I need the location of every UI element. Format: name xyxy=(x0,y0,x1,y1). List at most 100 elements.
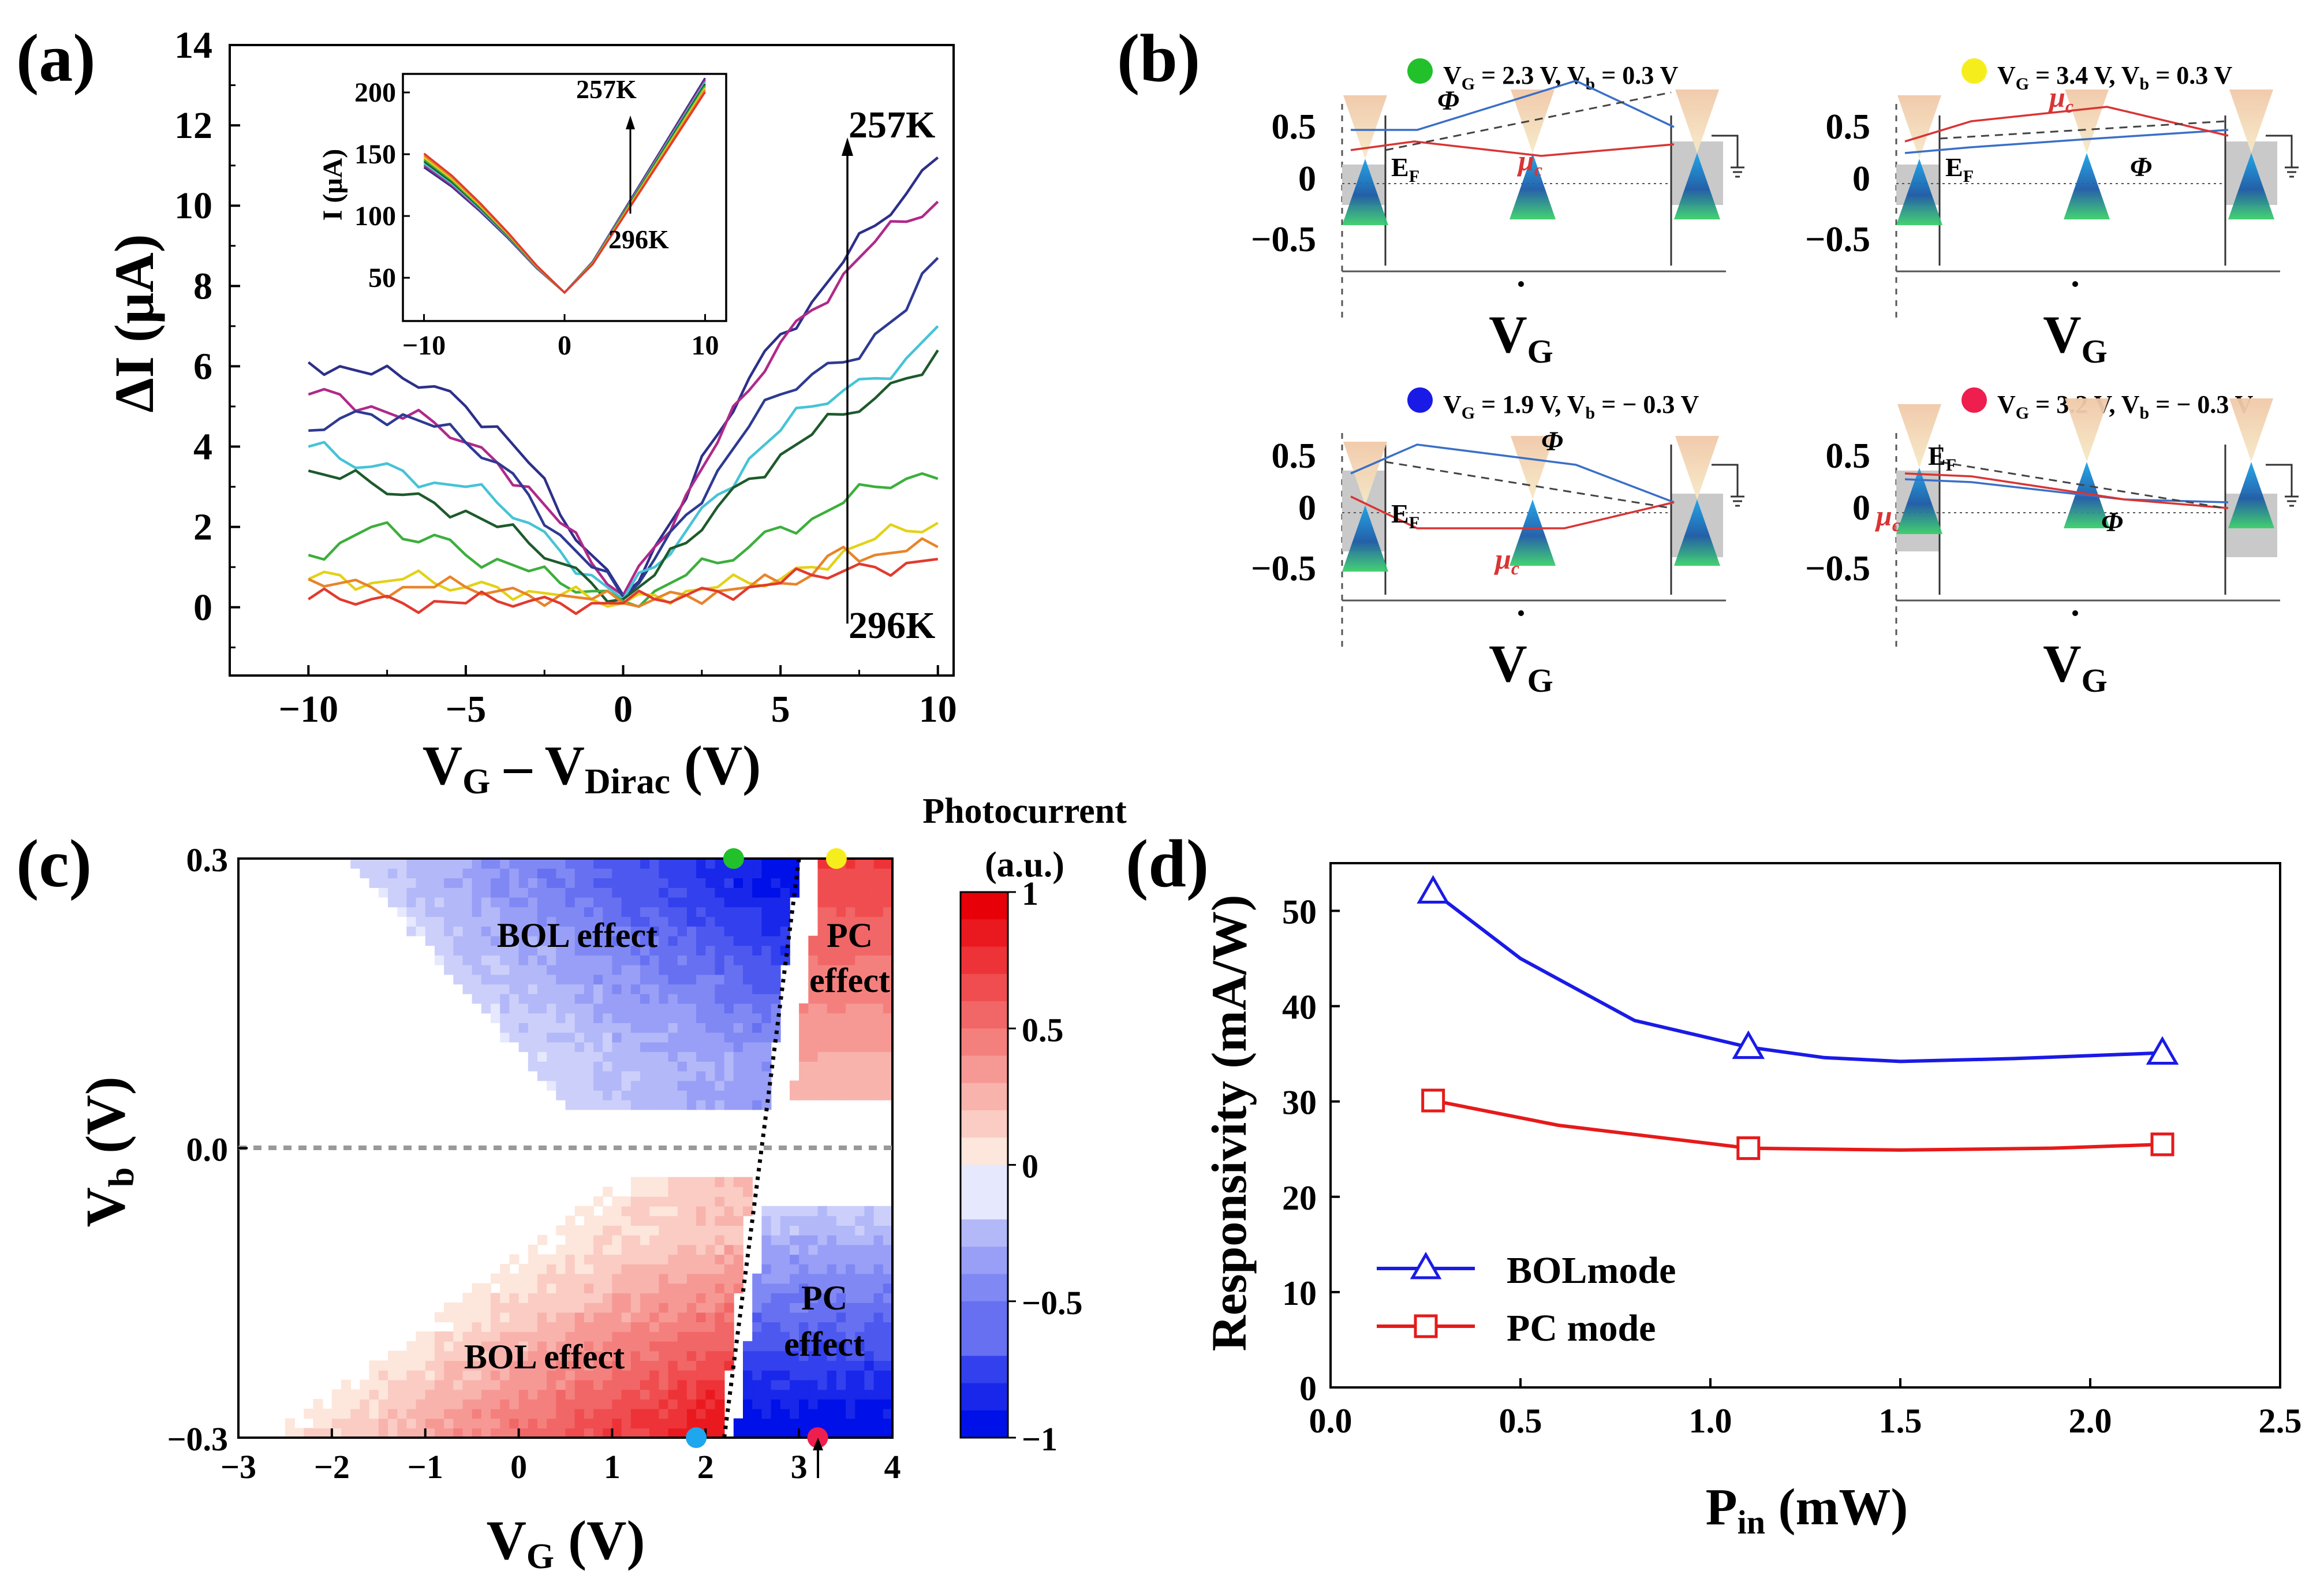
heatmap-cell xyxy=(630,1312,641,1323)
heatmap-cell xyxy=(808,1206,819,1217)
mu-subscript: c xyxy=(2065,96,2073,117)
heatmap-cell xyxy=(593,1303,604,1313)
heatmap-cell xyxy=(752,1418,763,1429)
xlabel-part: (V) xyxy=(670,734,761,796)
colorbar-step xyxy=(961,973,1008,1002)
heatmap-cell xyxy=(603,1331,613,1342)
heatmap-cell xyxy=(574,887,585,898)
heatmap-cell xyxy=(855,1254,865,1264)
heatmap-cell xyxy=(696,1003,707,1014)
colorbar-step xyxy=(961,1001,1008,1029)
heatmap-cell xyxy=(630,1408,641,1419)
heatmap-cell xyxy=(864,935,875,946)
heatmap-cell xyxy=(659,1032,669,1043)
axis-dot xyxy=(1518,281,1524,287)
heatmap-cell xyxy=(453,1428,464,1438)
heatmap-cell xyxy=(771,974,781,985)
heatmap-cell xyxy=(584,935,594,946)
heatmap-cell xyxy=(873,994,884,1004)
heatmap-cell xyxy=(668,1090,678,1100)
heatmap-cell xyxy=(462,859,473,869)
heatmap-cell xyxy=(827,984,837,994)
heatmap-cell xyxy=(556,994,566,1004)
heatmap-cell xyxy=(696,1408,707,1419)
heatmap-cell xyxy=(621,1360,632,1371)
heatmap-cell xyxy=(873,1283,884,1293)
heatmap-cell xyxy=(434,1370,444,1380)
heatmap-cell xyxy=(883,994,893,1004)
heatmap-cell xyxy=(827,1322,837,1332)
heatmap-cell xyxy=(799,1331,809,1342)
heatmap-cell xyxy=(500,1312,510,1323)
heatmap-cell xyxy=(799,1389,809,1400)
heatmap-cell xyxy=(537,1023,547,1033)
heatmap-cell xyxy=(630,1032,641,1043)
heatmap-cell xyxy=(883,1428,893,1438)
heatmap-cell xyxy=(593,1003,604,1014)
fermi-dashed-line xyxy=(1939,120,2226,140)
heatmap-cell xyxy=(434,1399,444,1409)
heatmap-cell xyxy=(603,1032,613,1043)
heatmap-cell xyxy=(285,1418,295,1429)
heatmap-cell xyxy=(846,859,856,869)
heatmap-cell xyxy=(790,1206,799,1217)
heatmap-cell xyxy=(444,868,454,879)
heatmap-cell xyxy=(621,935,632,946)
heatmap-cell xyxy=(518,964,529,975)
heatmap-cell xyxy=(733,945,743,956)
colorbar-step xyxy=(961,1329,1008,1356)
heatmap-cell xyxy=(584,984,594,994)
heatmap-cell xyxy=(836,1080,846,1091)
heatmap-cell xyxy=(640,1408,650,1419)
heatmap-cell xyxy=(846,1254,856,1264)
label-part: V xyxy=(1997,390,2016,419)
colorbar-ticks: 10.50−0.5−1 xyxy=(1008,875,1083,1458)
heatmap-cell xyxy=(771,1341,781,1352)
heatmap-cell xyxy=(705,1003,716,1014)
colorbar-step xyxy=(961,1028,1008,1057)
heatmap-cell xyxy=(686,1186,697,1197)
inset-x-tick-label: 0 xyxy=(558,330,571,361)
heatmap-cell xyxy=(518,868,529,879)
heatmap-cell xyxy=(836,1350,846,1361)
heatmap-cell xyxy=(817,1090,828,1100)
heatmap-cell xyxy=(406,1408,417,1419)
heatmap-cell xyxy=(696,1099,707,1110)
heatmap-cell xyxy=(686,984,697,994)
heatmap-cell xyxy=(705,887,716,898)
heatmap-cell xyxy=(873,1003,884,1014)
heatmap-cell xyxy=(603,1322,613,1332)
heatmap-cell xyxy=(640,1215,650,1226)
heatmap-cell xyxy=(855,1293,865,1303)
heatmap-cell xyxy=(743,1051,753,1062)
heatmap-cell xyxy=(481,887,491,898)
heatmap-cell xyxy=(771,1264,781,1274)
heatmap-cell xyxy=(715,878,725,888)
heatmap-cell xyxy=(584,1013,594,1023)
heatmap-cell xyxy=(528,1360,538,1371)
heatmap-cell xyxy=(873,1360,884,1371)
heatmap-cell xyxy=(864,1090,875,1100)
heatmap-cell xyxy=(790,1264,799,1274)
heatmap-cell xyxy=(547,984,557,994)
heatmap-cell xyxy=(518,926,529,936)
heatmap-cell xyxy=(864,1215,875,1226)
heatmap-cell xyxy=(500,974,510,985)
heatmap-cell xyxy=(630,974,641,985)
heatmap-cell xyxy=(827,878,837,888)
heatmap-cell xyxy=(659,906,669,917)
heatmap-cell xyxy=(630,1379,641,1390)
x-tick-label: 2.0 xyxy=(2069,1402,2112,1440)
heatmap-cell xyxy=(621,1370,632,1380)
heatmap-cell xyxy=(640,984,650,994)
heatmap-cell xyxy=(547,926,557,936)
heatmap-cell xyxy=(808,945,819,956)
heatmap-cell xyxy=(799,1428,809,1438)
heatmap-cell xyxy=(547,906,557,917)
heatmap-cell xyxy=(649,1428,660,1438)
heatmap-cell xyxy=(883,1312,893,1323)
heatmap-cell xyxy=(369,1379,379,1390)
heatmap-cell xyxy=(733,1264,743,1274)
heatmap-cell xyxy=(659,1428,669,1438)
heatmap-cell xyxy=(640,1418,650,1429)
